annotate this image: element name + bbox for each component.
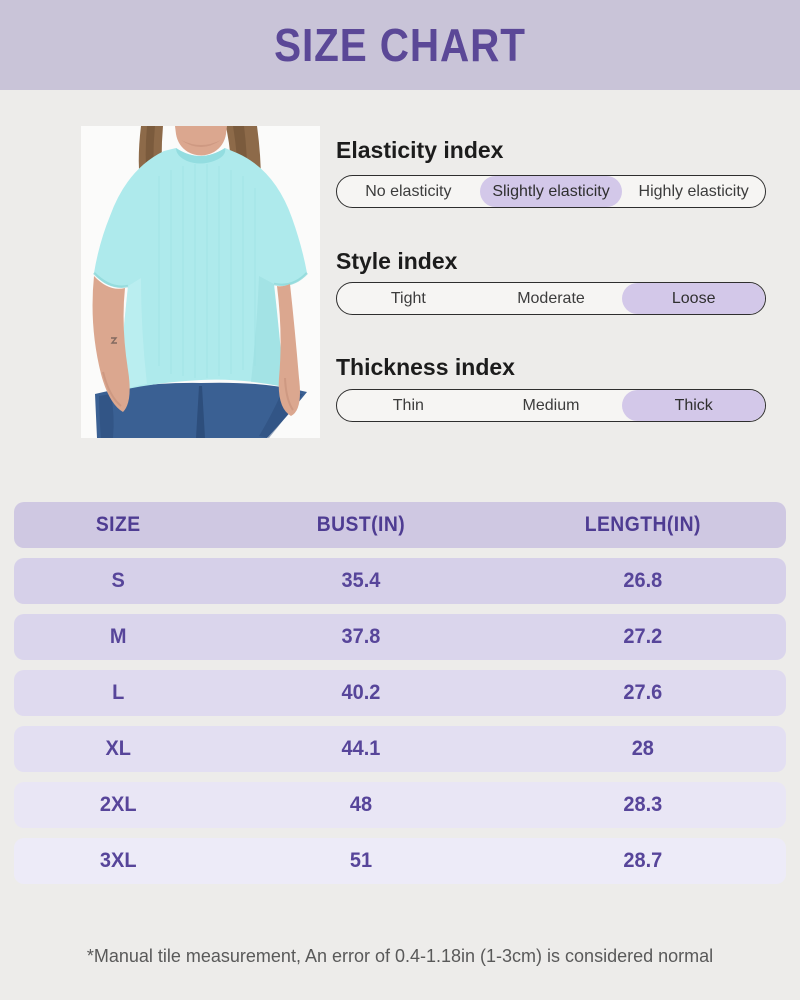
elasticity-option-none: No elasticity [365, 182, 452, 200]
measurement-disclaimer: *Manual tile measurement, An error of 0.… [86, 946, 714, 966]
column-header-length: LENGTH(IN) [585, 513, 702, 536]
size-value: XL [105, 737, 131, 760]
length-value: 27.2 [623, 625, 663, 648]
bust-value: 48 [350, 793, 373, 816]
style-option-moderate: Moderate [517, 289, 585, 307]
bust-value: 35.4 [341, 569, 381, 592]
table-row-m: M 37.8 27.2 [14, 614, 786, 660]
style-option-tight: Tight [390, 289, 426, 307]
thickness-option-medium: Medium [522, 396, 580, 414]
size-value: M [109, 625, 127, 648]
style-index-selector: Tight Moderate Loose [336, 282, 766, 315]
table-row-2xl: 2XL 48 28.3 [14, 782, 786, 828]
bust-value: 37.8 [341, 625, 381, 648]
page-title: SIZE CHART [274, 19, 526, 71]
thickness-index-selector: Thin Medium Thick [336, 389, 766, 422]
table-row-xl: XL 44.1 28 [14, 726, 786, 772]
size-value: 2XL [99, 793, 137, 816]
length-value: 28.7 [623, 849, 663, 872]
column-header-bust: BUST(IN) [317, 513, 406, 536]
length-value: 28 [632, 737, 655, 760]
elasticity-option-highly: Highly elasticity [638, 182, 749, 200]
length-value: 27.6 [623, 681, 663, 704]
table-row-s: S 35.4 26.8 [14, 558, 786, 604]
bust-value: 51 [350, 849, 373, 872]
model-illustration [92, 126, 308, 438]
size-table-header-row: SIZE BUST(IN) LENGTH(IN) [14, 502, 786, 548]
product-photo [81, 126, 320, 438]
column-header-size: SIZE [95, 513, 141, 536]
thickness-option-thin: Thin [392, 396, 424, 414]
bust-value: 44.1 [341, 737, 381, 760]
thickness-option-thick: Thick [622, 390, 765, 421]
table-row-3xl: 3XL 51 28.7 [14, 838, 786, 884]
length-value: 26.8 [623, 569, 663, 592]
size-value: S [111, 569, 125, 592]
size-value: 3XL [99, 849, 137, 872]
size-value: L [112, 681, 125, 704]
elasticity-option-slightly: Slightly elasticity [479, 176, 623, 207]
length-value: 28.3 [623, 793, 663, 816]
header: SIZE CHART [0, 0, 800, 90]
thickness-index-heading: Thickness index [336, 354, 515, 380]
elasticity-index-heading: Elasticity index [336, 137, 504, 163]
style-index-heading: Style index [336, 248, 458, 274]
table-row-l: L 40.2 27.6 [14, 670, 786, 716]
bust-value: 40.2 [341, 681, 381, 704]
elasticity-index-selector: No elasticity Slightly elasticity Highly… [336, 175, 766, 208]
style-option-loose: Loose [622, 283, 765, 314]
